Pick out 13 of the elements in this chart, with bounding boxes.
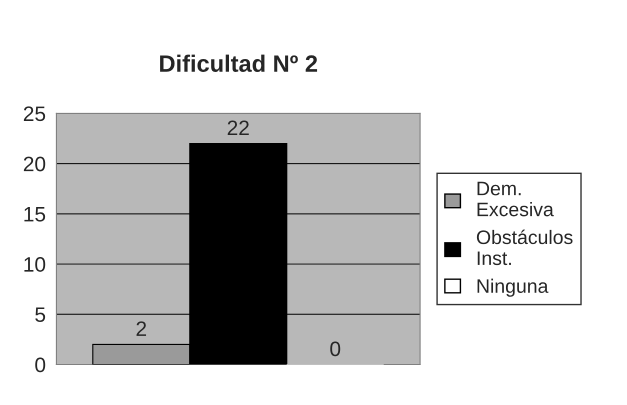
legend-label: Obstáculos Inst. [476, 230, 573, 266]
legend-label: Ninguna [478, 278, 548, 297]
chart-title: Dificultad Nº 2 [160, 54, 318, 72]
data-label: 2 [136, 321, 146, 336]
y-tick-label: 25 [24, 106, 46, 122]
y-tick-label: 15 [24, 207, 46, 222]
legend-label: Dem. Excesiva [478, 182, 554, 216]
data-label: 0 [330, 341, 340, 356]
y-tick-label: 0 [35, 358, 46, 372]
data-label: 22 [228, 120, 249, 136]
y-tick-label: 5 [35, 307, 46, 322]
y-tick-label: 10 [24, 257, 46, 272]
y-tick-label: 20 [24, 156, 46, 172]
